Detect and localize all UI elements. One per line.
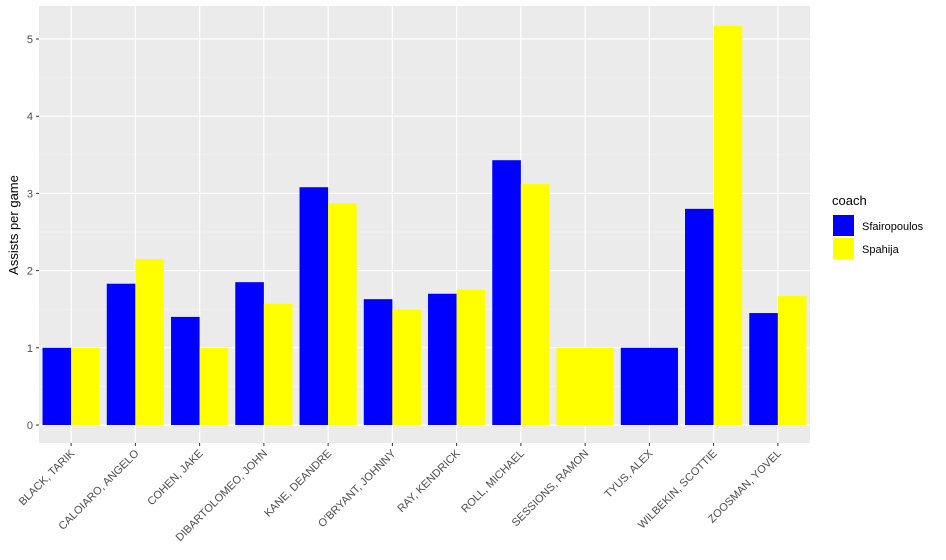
bar-spahija bbox=[556, 347, 614, 425]
bar-sfairopoulos bbox=[492, 160, 521, 426]
legend-key-sfairopoulos bbox=[833, 215, 854, 236]
bar-sfairopoulos bbox=[428, 293, 457, 425]
plot-panel bbox=[39, 6, 810, 443]
legend-label-spahija: Spahija bbox=[862, 244, 900, 256]
bar-sfairopoulos bbox=[685, 208, 714, 425]
bar-spahija bbox=[199, 347, 229, 425]
bar-sfairopoulos bbox=[299, 187, 329, 425]
x-tick-label: TYUS, ALEX bbox=[602, 447, 655, 500]
bar-spahija bbox=[71, 347, 100, 425]
bar-spahija bbox=[456, 289, 486, 425]
bar-sfairopoulos bbox=[235, 282, 264, 425]
y-tick-label: 2 bbox=[27, 266, 33, 278]
x-tick-label: BLACK, TARIK bbox=[17, 447, 78, 508]
bars bbox=[42, 25, 807, 426]
bar-sfairopoulos bbox=[620, 347, 678, 425]
x-tick-label: KANE, DEANDRE bbox=[262, 448, 334, 520]
y-tick-label: 4 bbox=[27, 111, 33, 123]
x-tick-label: ROLL, MICHAEL bbox=[459, 448, 527, 516]
bar-sfairopoulos bbox=[171, 316, 200, 425]
legend-title: coach bbox=[832, 193, 867, 208]
bar-spahija bbox=[328, 203, 357, 425]
y-tick-label: 3 bbox=[27, 188, 33, 200]
y-axis-title: Assists per game bbox=[6, 175, 21, 275]
bar-spahija bbox=[777, 296, 807, 425]
bar-sfairopoulos bbox=[363, 299, 393, 425]
bar-sfairopoulos bbox=[749, 313, 778, 425]
legend: coach Sfairopoulos Spahija bbox=[832, 193, 924, 259]
bar-sfairopoulos bbox=[42, 347, 72, 425]
y-tick-label: 0 bbox=[27, 420, 33, 432]
bar-spahija bbox=[392, 309, 421, 425]
bar-sfairopoulos bbox=[106, 283, 136, 425]
legend-label-sfairopoulos: Sfairopoulos bbox=[862, 221, 924, 233]
x-tick-label: ZOOSMAN, YOVEL bbox=[706, 448, 784, 526]
x-tick-label: RAY, KENDRICK bbox=[395, 447, 463, 515]
bar-spahija bbox=[135, 259, 164, 425]
x-tick-label: COHEN, JAKE bbox=[145, 448, 205, 508]
y-axis: 0 1 2 3 4 5 bbox=[27, 34, 39, 432]
bar-spahija bbox=[713, 25, 743, 425]
y-tick-label: 1 bbox=[27, 343, 33, 355]
bar-spahija bbox=[263, 303, 293, 425]
bar-spahija bbox=[520, 184, 550, 425]
y-tick-label: 5 bbox=[27, 34, 33, 46]
legend-key-spahija bbox=[833, 238, 854, 259]
